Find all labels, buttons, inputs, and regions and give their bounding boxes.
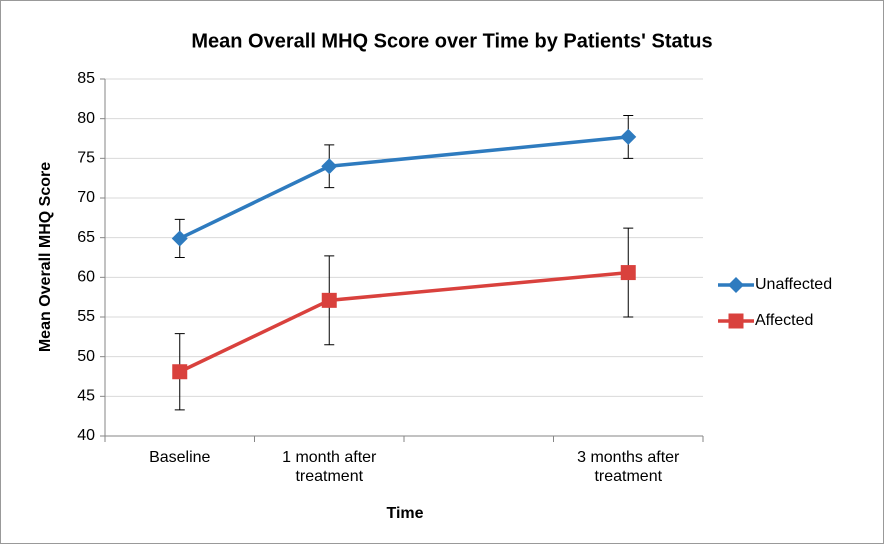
x-tick-label: Baseline (149, 449, 211, 466)
y-tick-label: 55 (77, 308, 95, 325)
marker (321, 158, 338, 175)
legend-marker (728, 277, 744, 293)
y-tick-label: 80 (77, 110, 95, 127)
x-tick-label: 1 month after treatment (282, 449, 377, 485)
y-tick-label: 75 (77, 150, 95, 167)
marker (620, 128, 637, 145)
marker (172, 364, 188, 380)
y-tick-label: 45 (77, 388, 95, 405)
x-axis-label: Time (386, 505, 423, 522)
marker (620, 265, 636, 281)
x-tick-label-box: 3 months after treatment (577, 449, 680, 485)
marker (321, 292, 337, 308)
legend-label: Affected (755, 312, 813, 329)
x-tick-label-box: Baseline (149, 449, 211, 466)
y-tick-label: 50 (77, 348, 95, 365)
x-tick-label: 3 months after treatment (577, 449, 680, 485)
y-tick-label: 85 (77, 70, 95, 87)
legend-marker (728, 313, 744, 329)
y-axis-label: Mean Overall MHQ Score (37, 162, 54, 352)
y-tick-label: 65 (77, 229, 95, 246)
marker (171, 230, 188, 247)
y-tick-label: 70 (77, 189, 95, 206)
y-tick-label: 60 (77, 269, 95, 286)
legend-label: Unaffected (755, 276, 832, 293)
y-tick-label: 40 (77, 427, 95, 444)
x-tick-label-box: 1 month after treatment (282, 449, 377, 485)
chart-title: Mean Overall MHQ Score over Time by Pati… (191, 30, 712, 52)
